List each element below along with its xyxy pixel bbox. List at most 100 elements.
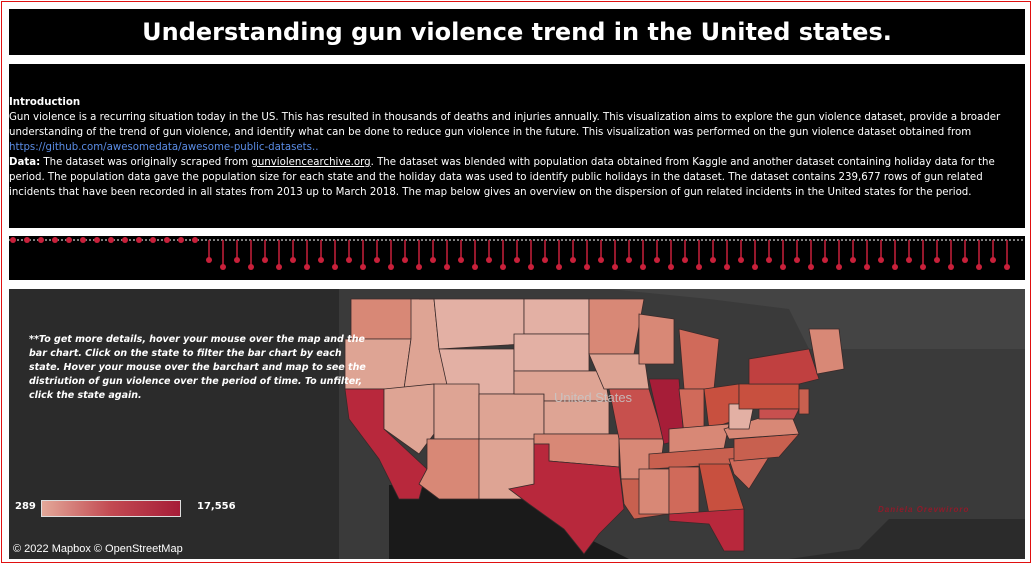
lollipop-stick [262,240,268,263]
state-texas[interactable] [508,443,625,555]
lollipop-stick [24,237,30,243]
lollipop-stick [990,240,996,263]
state-minnesota[interactable] [588,298,645,355]
state-michigan[interactable] [678,328,720,390]
lollipop-stick [934,240,940,263]
lollipop-stick [430,240,436,263]
lollipop-stick [346,240,352,263]
lollipop-stick [528,240,534,270]
lollipop-stick [542,240,548,263]
lollipop-stick [836,240,842,270]
state-mississippi[interactable] [638,468,670,515]
data-text-1: The dataset was originally scraped from [40,157,252,168]
lollipop-divider [9,236,1025,280]
state-south-dakota[interactable] [513,333,590,372]
intro-paragraph: Gun violence is a recurring situation to… [9,112,1001,138]
lollipop-stick [402,240,408,263]
lollipop-stick [738,240,744,263]
lollipop-stick [444,240,450,270]
state-nevada[interactable] [383,383,435,455]
lollipop-stick [164,237,170,243]
map-canvas[interactable]: United States [9,289,1025,559]
introduction-panel: Introduction Gun violence is a recurring… [9,64,1025,228]
map-attribution[interactable]: © 2022 Mapbox © OpenStreetMap [13,543,183,555]
lollipop-stick [234,240,240,263]
lollipop-stick [10,237,16,243]
lollipop-stick [458,240,464,263]
lollipop-stick [80,237,86,243]
state-maryland[interactable] [758,408,800,420]
lollipop-stick [94,237,100,243]
state-alabama[interactable] [668,466,700,515]
state-kansas[interactable] [543,400,610,435]
lollipop-stick [892,240,898,270]
lollipop-stick [668,240,674,270]
data-label: Data: [9,157,41,168]
title-text: Understanding gun violence trend in the … [142,18,892,46]
lollipop-stick [374,240,380,263]
state-arizona[interactable] [418,438,480,500]
lollipop-stick [500,240,506,270]
lollipop-stick [626,240,632,263]
lollipop-stick [752,240,758,270]
lollipop-stick [696,240,702,270]
lollipop-stick [122,237,128,243]
lollipop-stick [206,240,212,263]
dashboard-title: Understanding gun violence trend in the … [9,9,1025,55]
data-text-2: . The dataset was blended with populatio… [9,157,995,198]
lollipop-stick [724,240,730,270]
lollipop-stick [710,240,716,263]
lollipop-stick [52,237,58,243]
intro-heading: Introduction [9,97,81,108]
lollipop-stick [178,237,184,243]
state-new-jersey[interactable] [798,388,810,415]
lollipop-stick [976,240,982,270]
legend-min-value: 289 [15,501,36,512]
state-new-york[interactable] [748,348,820,385]
state-north-dakota[interactable] [523,298,590,335]
lollipop-stick [556,240,562,270]
state-new-england[interactable] [808,328,845,375]
mexico-land [389,485,629,559]
choropleth-map[interactable]: United States **To get more details, hov… [9,289,1025,559]
dataset-link[interactable]: https://github.com/awesomedata/awesome-p… [9,142,319,153]
state-colorado[interactable] [478,393,545,440]
data-paragraph: Data: The dataset was originally scraped… [9,155,1025,200]
lollipop-stick [906,240,912,263]
lollipop-stick [192,237,198,243]
lollipop-stick [220,240,226,270]
lollipop-stick [136,237,142,243]
lollipop-stick [920,240,926,270]
lollipop-stick [794,240,800,263]
lollipop-stick [570,240,576,263]
legend-max-value: 17,556 [197,501,236,512]
lollipop-stick [304,240,310,270]
lollipop-stick [822,240,828,263]
lollipop-stick [332,240,338,270]
country-label: United States [554,390,633,405]
lollipop-stick [108,237,114,243]
lollipop-stick [318,240,324,263]
state-utah[interactable] [433,383,480,440]
lollipop-stick [640,240,646,270]
lollipop-stick [486,240,492,263]
lollipop-stick [514,240,520,263]
lollipop-stick [472,240,478,270]
lollipop-stick [878,240,884,263]
gva-link[interactable]: gunviolencearchive.org [251,157,371,168]
lollipop-graphic [9,237,1025,270]
lollipop-stick [864,240,870,270]
state-pennsylvania[interactable] [738,383,800,410]
lollipop-stick [360,240,366,270]
lollipop-stick [808,240,814,270]
lollipop-stick [962,240,968,263]
map-instructions: **To get more details, hover your mouse … [29,334,366,401]
state-montana[interactable] [419,298,525,350]
lollipop-stick [248,240,254,270]
state-florida[interactable] [668,508,745,552]
author-watermark: Daniela Orevwiroro [878,505,970,514]
color-legend-bar [41,500,181,517]
canada-land [339,289,1025,349]
state-wisconsin[interactable] [638,313,675,365]
